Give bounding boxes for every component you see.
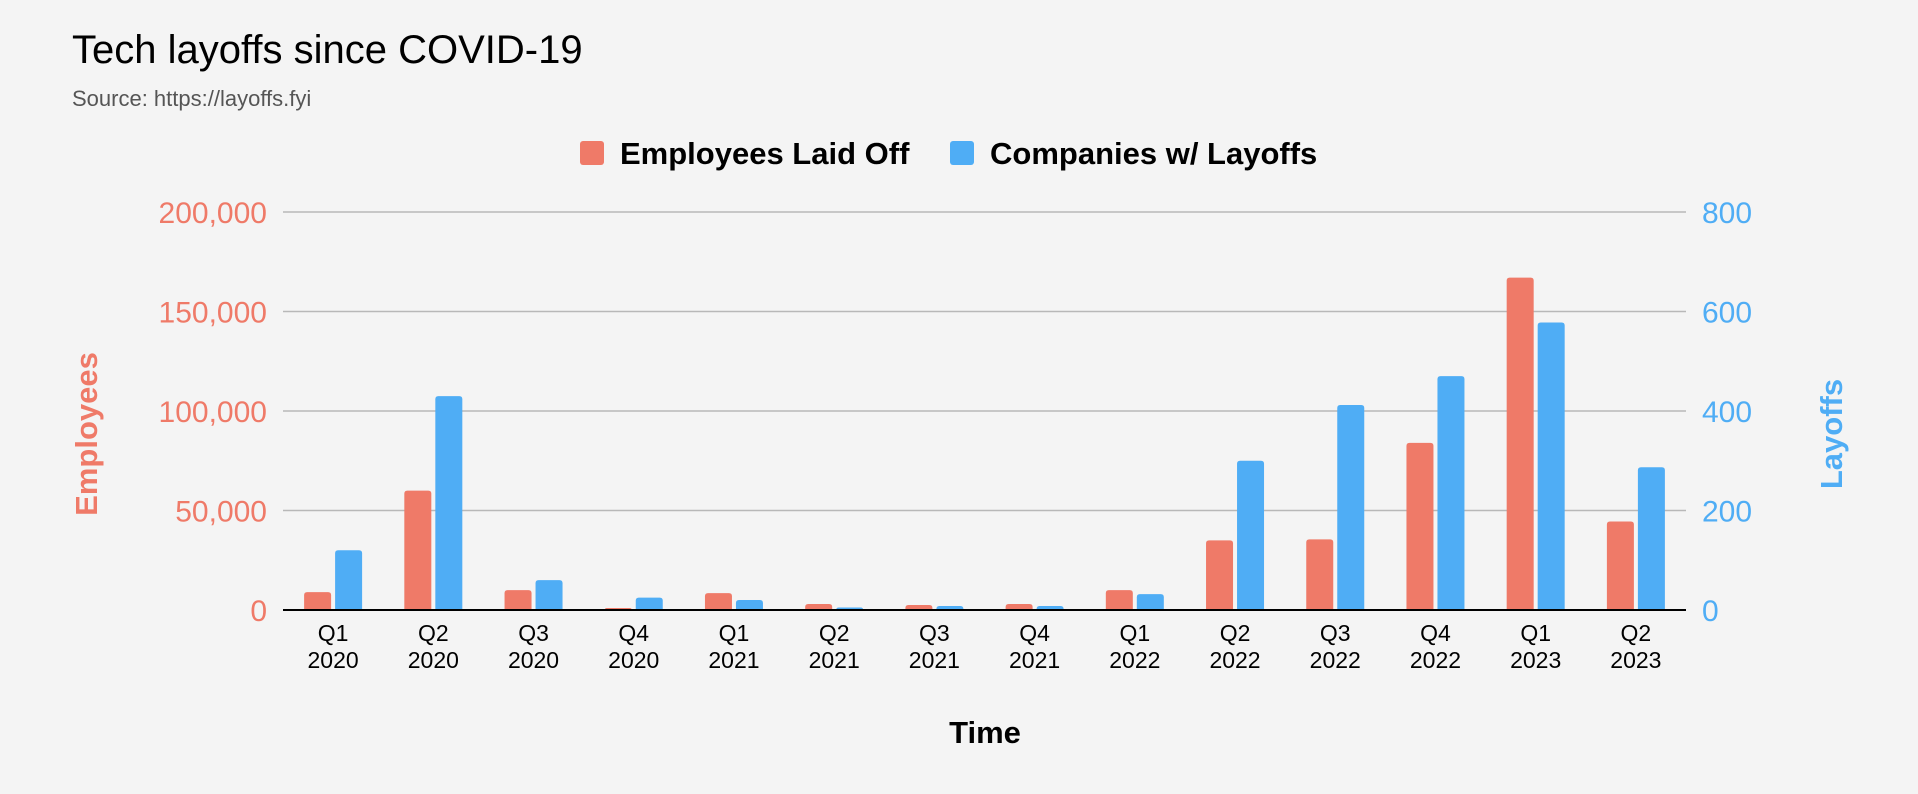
bar-employees-laid-off	[404, 490, 432, 610]
bar-employees-laid-off	[1306, 539, 1334, 610]
bar-companies-with-layoffs	[635, 597, 663, 610]
right-y-tick-label: 400	[1702, 396, 1752, 429]
left-y-tick-label: 50,000	[175, 496, 267, 529]
right-y-axis-ticks: 0 200 400 600 800	[1702, 197, 1752, 628]
x-tick-label: Q3 2021	[909, 620, 960, 673]
x-tick-label: Q1 2020	[308, 620, 359, 673]
left-y-tick-label: 0	[250, 595, 267, 628]
bar-companies-with-layoffs	[1537, 322, 1565, 610]
bar-employees-laid-off	[504, 590, 532, 610]
legend-label-employees: Employees Laid Off	[620, 136, 910, 171]
bar-companies-with-layoffs	[1237, 460, 1265, 610]
left-y-tick-label: 200,000	[159, 197, 267, 230]
bar-companies-with-layoffs	[335, 550, 363, 610]
bar-companies-with-layoffs	[435, 396, 463, 610]
bar-companies-with-layoffs	[735, 600, 763, 610]
x-tick-label: Q4 2022	[1410, 620, 1461, 673]
left-y-tick-label: 150,000	[159, 297, 267, 330]
bar-employees-laid-off	[905, 605, 933, 610]
right-y-axis-title: Layoffs	[1814, 379, 1849, 489]
bar-companies-with-layoffs	[1337, 405, 1365, 610]
bar-employees-laid-off	[805, 604, 833, 610]
legend: Employees Laid Off Companies w/ Layoffs	[580, 136, 1317, 171]
right-y-tick-label: 200	[1702, 496, 1752, 529]
legend-item-companies: Companies w/ Layoffs	[950, 136, 1317, 171]
bar-employees-laid-off	[1606, 521, 1634, 610]
axis-titles: Time Employees Layoffs	[69, 352, 1849, 750]
x-tick-label: Q1 2021	[708, 620, 759, 673]
left-y-axis-title: Employees	[69, 352, 104, 516]
right-y-tick-label: 0	[1702, 595, 1719, 628]
chart-title: Tech layoffs since COVID-19	[72, 28, 583, 72]
legend-swatch-companies	[950, 141, 974, 165]
bar-companies-with-layoffs	[535, 580, 563, 610]
x-tick-label: Q1 2023	[1510, 620, 1561, 673]
bar-employees-laid-off	[304, 592, 332, 610]
left-y-axis-ticks: 0 50,000 100,000 150,000 200,000	[159, 197, 267, 628]
bar-employees-laid-off	[1506, 277, 1534, 610]
x-tick-label: Q2 2022	[1209, 620, 1260, 673]
x-tick-label: Q2 2023	[1610, 620, 1661, 673]
gridlines	[283, 211, 1686, 512]
legend-swatch-employees	[580, 141, 604, 165]
x-tick-label: Q2 2021	[809, 620, 860, 673]
bar-employees-laid-off	[704, 593, 732, 610]
x-tick-label: Q4 2020	[608, 620, 659, 673]
left-y-tick-label: 100,000	[159, 396, 267, 429]
legend-label-companies: Companies w/ Layoffs	[990, 136, 1317, 171]
bar-companies-with-layoffs	[1437, 376, 1465, 610]
bar-employees-laid-off	[1005, 604, 1033, 610]
x-tick-label: Q1 2022	[1109, 620, 1160, 673]
chart-subtitle: Source: https://layoffs.fyi	[72, 86, 312, 111]
x-axis-title: Time	[949, 715, 1021, 750]
bar-employees-laid-off	[1406, 442, 1434, 610]
right-y-tick-label: 800	[1702, 197, 1752, 230]
bars	[304, 277, 1665, 610]
legend-item-employees: Employees Laid Off	[580, 136, 910, 171]
right-y-tick-label: 600	[1702, 297, 1752, 330]
x-tick-label: Q3 2020	[508, 620, 559, 673]
bar-companies-with-layoffs	[1136, 594, 1164, 610]
bar-companies-with-layoffs	[1637, 467, 1665, 610]
x-tick-label: Q4 2021	[1009, 620, 1060, 673]
x-axis-ticks: Q1 2020 Q2 2020 Q3 2020 Q4 2020 Q1 2021 Q2 2021 Q3 20…	[308, 620, 1662, 673]
x-tick-label: Q2 2020	[408, 620, 459, 673]
bar-employees-laid-off	[1105, 590, 1133, 610]
bar-employees-laid-off	[1206, 540, 1234, 610]
x-tick-label: Q3 2022	[1310, 620, 1361, 673]
